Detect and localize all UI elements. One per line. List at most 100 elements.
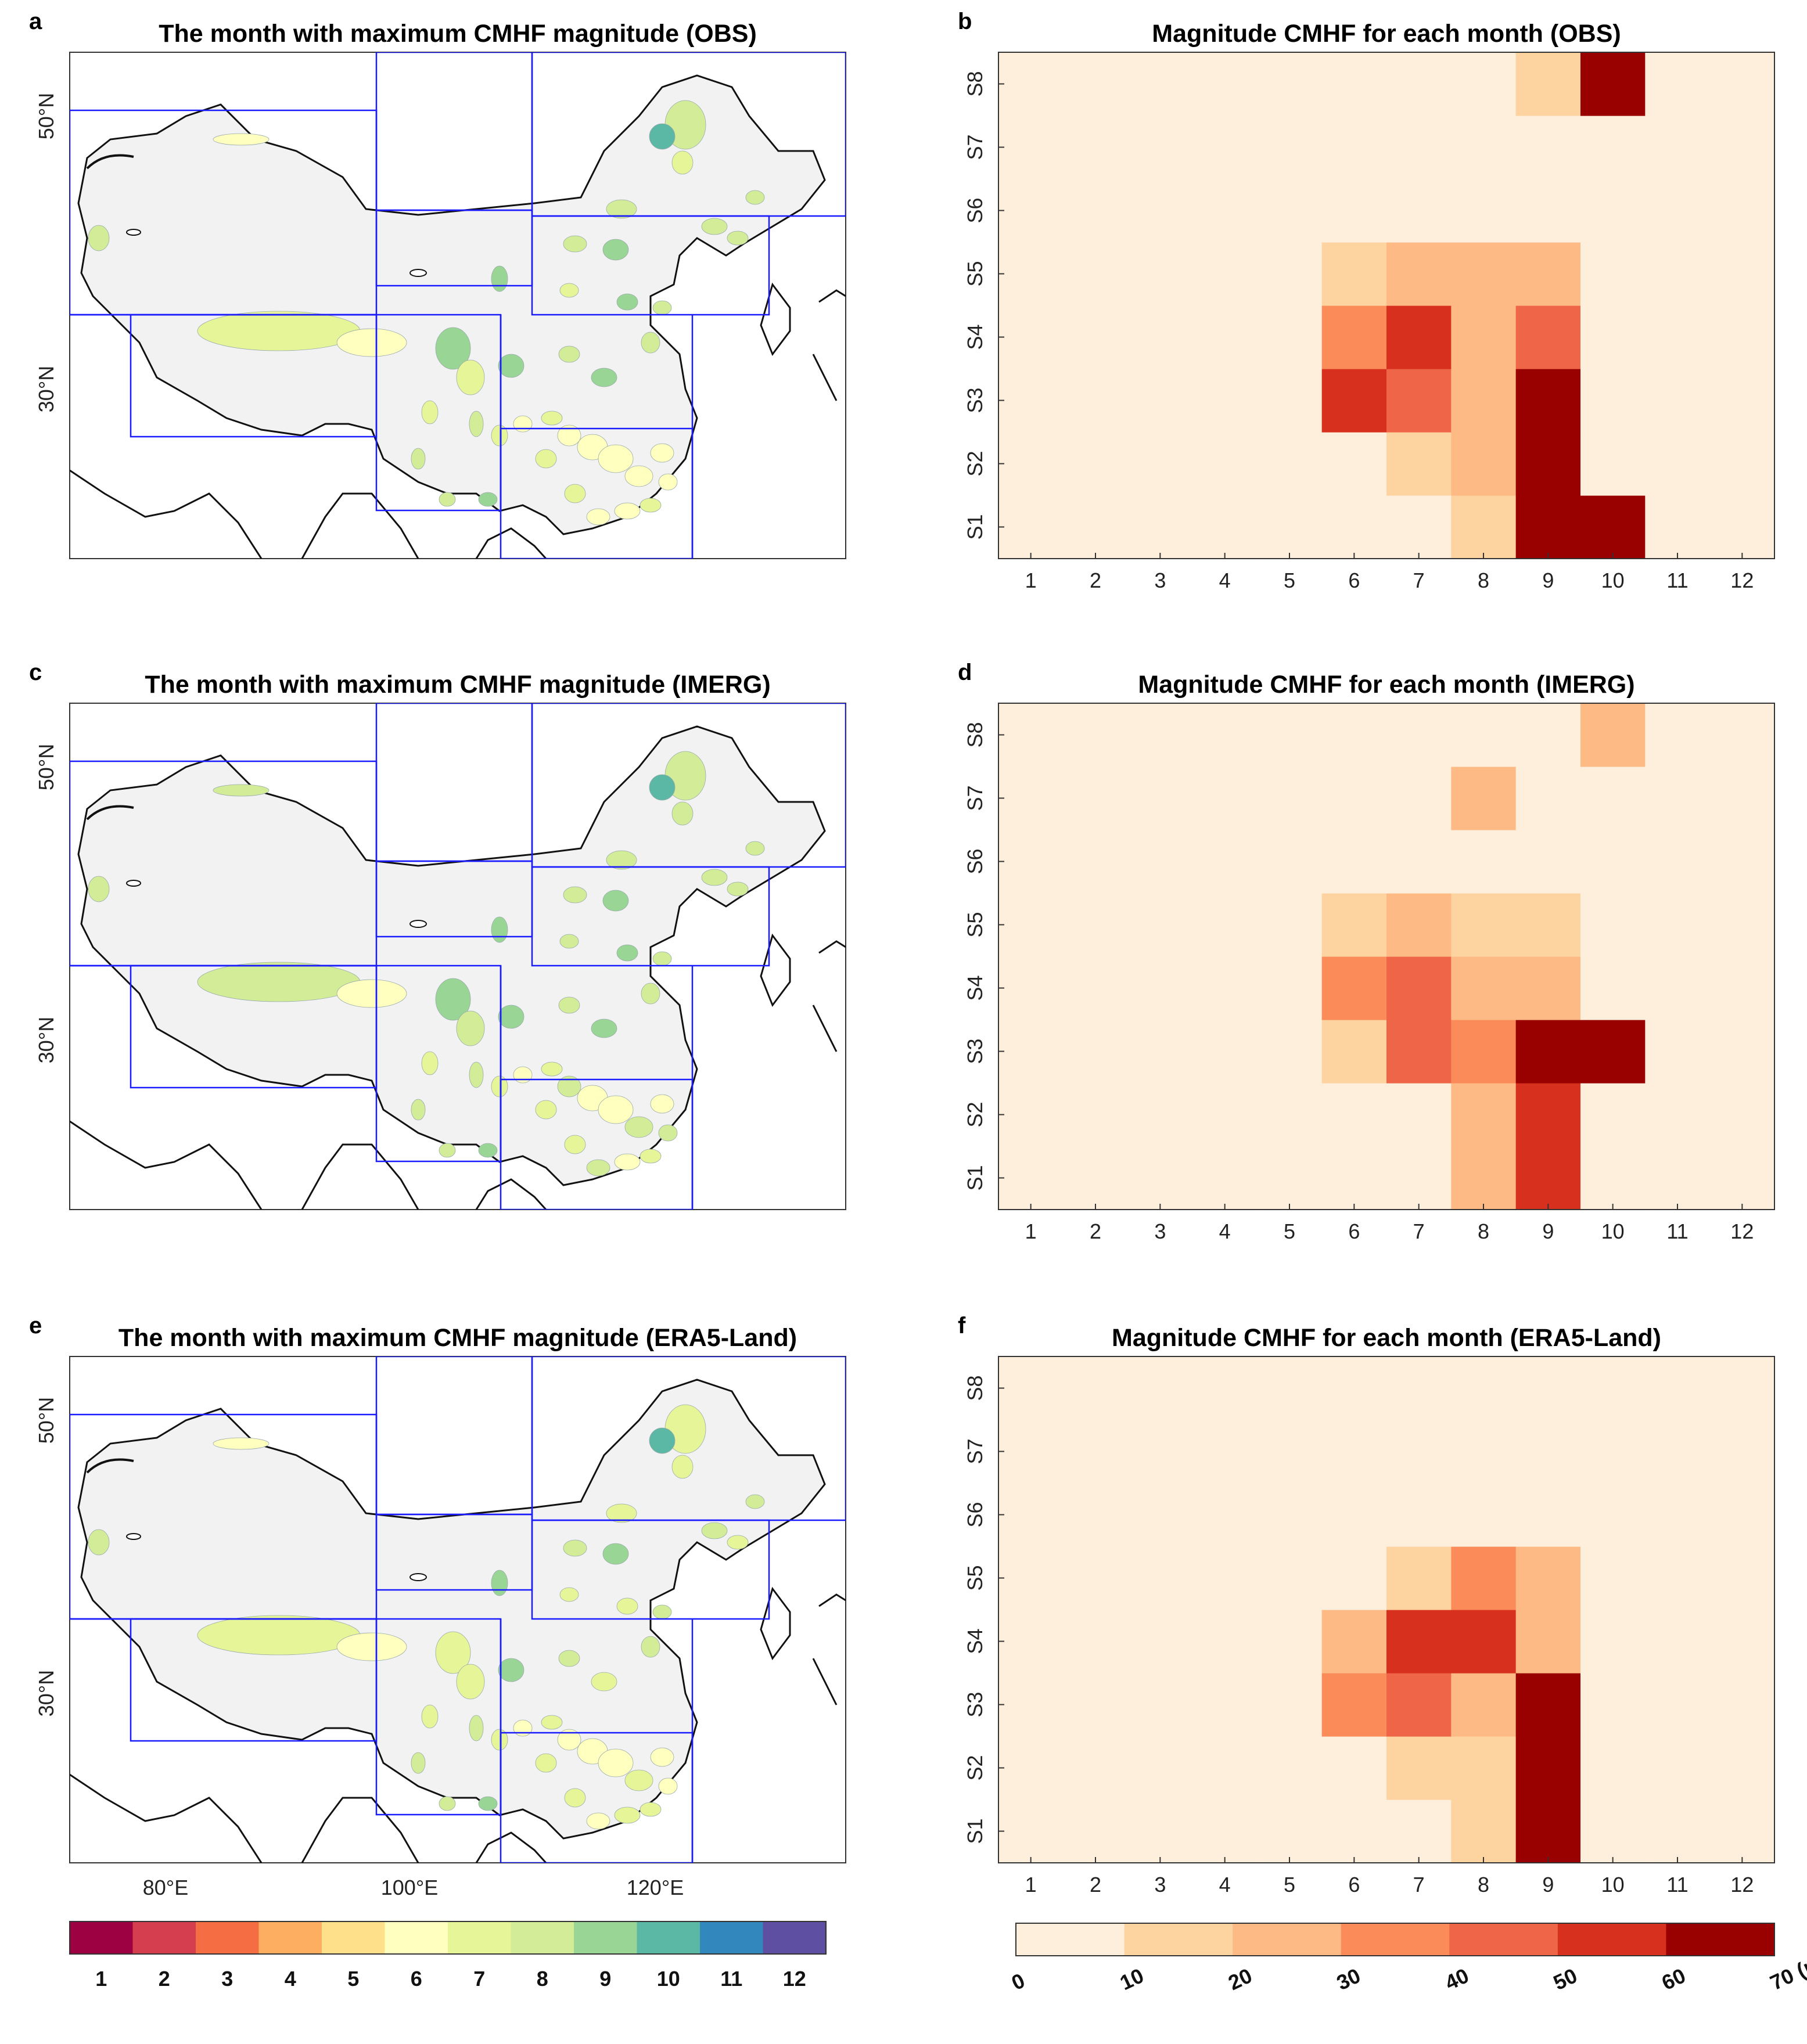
x-tick-label: 6 — [1348, 1873, 1360, 1897]
heatmap-cell — [1257, 703, 1323, 767]
x-tick-label: 11 — [1666, 1219, 1688, 1243]
coastline-south — [70, 469, 547, 559]
station-patch — [478, 1143, 498, 1158]
station-patch — [439, 1796, 456, 1811]
station-patch — [88, 876, 110, 902]
magnitude-colorbar-swatch — [1124, 1923, 1233, 1956]
x-tick-label: 2 — [1090, 568, 1101, 592]
heatmap-cell — [1386, 1736, 1452, 1800]
heatmap-cell — [1386, 1673, 1452, 1737]
heatmap-cell — [1451, 1736, 1517, 1800]
heatmap-cell — [1386, 703, 1452, 767]
station-patch — [456, 1010, 485, 1046]
map-title: The month with maximum CMHF magnitude (E… — [118, 1324, 797, 1352]
heatmap-cell — [998, 495, 1064, 559]
heatmap-cell — [1063, 1020, 1129, 1084]
heatmap-cell — [1192, 1146, 1258, 1210]
heatmap-cell — [1451, 495, 1517, 559]
x-tick-label: 5 — [1284, 1219, 1295, 1243]
heatmap-cell — [1645, 305, 1711, 369]
magnitude-colorbar-label: 10 — [1116, 1963, 1148, 1995]
station-patch — [591, 1672, 617, 1692]
heatmap-cell — [1709, 432, 1775, 496]
map-title: The month with maximum CMHF magnitude (I… — [145, 671, 770, 699]
heatmap-cell — [1063, 1800, 1129, 1863]
heatmap-cell — [1257, 1356, 1323, 1420]
magnitude-colorbar-label: 0 — [1008, 1969, 1028, 1995]
month-colorbar-swatch — [700, 1921, 764, 1954]
heatmap-cell — [1451, 432, 1517, 496]
lon-label: 80°E — [143, 1876, 188, 1899]
heatmap-cell — [1580, 1800, 1646, 1863]
heatmap-cell — [1063, 116, 1129, 179]
heatmap-cell — [1192, 242, 1258, 306]
station-patch — [606, 1503, 637, 1523]
y-tick-label: S2 — [963, 1755, 987, 1780]
heatmap-cell — [1386, 766, 1452, 830]
station-patch — [411, 1752, 426, 1774]
heatmap-cell — [1257, 1083, 1323, 1147]
station-patch — [498, 1658, 525, 1682]
heatmap-cell — [1192, 1546, 1258, 1610]
heatmap-cell — [1645, 956, 1711, 1020]
heatmap-cell — [1515, 242, 1581, 306]
heatmap-cell — [998, 369, 1064, 433]
region-boundary — [531, 866, 770, 967]
heatmap-cell — [1580, 1356, 1646, 1420]
station-patch — [624, 1769, 653, 1791]
station-patch — [213, 1437, 270, 1450]
heatmap-cell — [1580, 830, 1646, 894]
heatmap-cell — [1386, 242, 1452, 306]
heatmap-cell — [1321, 179, 1387, 243]
heatmap-cell — [1515, 1420, 1581, 1484]
magnitude-colorbar-swatch — [1666, 1923, 1775, 1956]
station-patch — [640, 1149, 662, 1164]
panel-letter-f: f — [958, 1313, 966, 1338]
heatmap-cell — [998, 179, 1064, 243]
heatmap-cell — [1127, 432, 1193, 496]
heatmap-cell — [1645, 703, 1711, 767]
heatmap-cell — [1709, 1736, 1775, 1800]
station-patch — [498, 1005, 525, 1029]
y-tick-label: S5 — [963, 261, 987, 286]
heatmap-cell — [1709, 116, 1775, 179]
y-tick-label: S6 — [963, 197, 987, 223]
station-patch — [469, 1715, 484, 1741]
heatmap-cell — [1321, 432, 1387, 496]
heatmap-cell — [1451, 1673, 1517, 1737]
station-patch — [336, 1632, 407, 1661]
heatmap-cell — [1645, 1673, 1711, 1737]
x-tick-label: 2 — [1090, 1219, 1101, 1243]
heatmap-cell — [1515, 766, 1581, 830]
station-patch — [671, 801, 694, 826]
heatmap-cell — [1192, 703, 1258, 767]
lake — [86, 1458, 134, 1474]
heatmap-cell — [1645, 1020, 1711, 1084]
magnitude-colorbar-swatch — [1341, 1923, 1450, 1956]
heatmap-cell — [1257, 1020, 1323, 1084]
heatmap-cell — [1709, 495, 1775, 559]
heatmap-cell — [1451, 1020, 1517, 1084]
x-tick-label: 2 — [1090, 1873, 1101, 1897]
station-patch — [640, 498, 662, 513]
heatmap-cell — [1645, 1083, 1711, 1147]
station-patch — [513, 1066, 533, 1084]
heatmap-cell — [1515, 1146, 1581, 1210]
heatmap-cell — [1580, 242, 1646, 306]
heatmap-cell — [1580, 1083, 1646, 1147]
station-patch — [491, 424, 508, 447]
heatmap-cell — [1709, 305, 1775, 369]
y-tick-label: S7 — [963, 1438, 987, 1464]
heatmap-cell — [1063, 1420, 1129, 1484]
heatmap-cell — [998, 1673, 1064, 1737]
heatmap-cell — [1515, 432, 1581, 496]
lake — [409, 920, 427, 928]
heatmap-cell — [1386, 1083, 1452, 1147]
heatmap-cell — [1192, 52, 1258, 116]
heatmap-cell — [1386, 116, 1452, 179]
station-patch — [606, 850, 637, 870]
lat-label: 30°N — [34, 1017, 58, 1063]
country-outline — [77, 1379, 826, 1840]
magnitude-colorbar-swatch — [1016, 1923, 1125, 1956]
